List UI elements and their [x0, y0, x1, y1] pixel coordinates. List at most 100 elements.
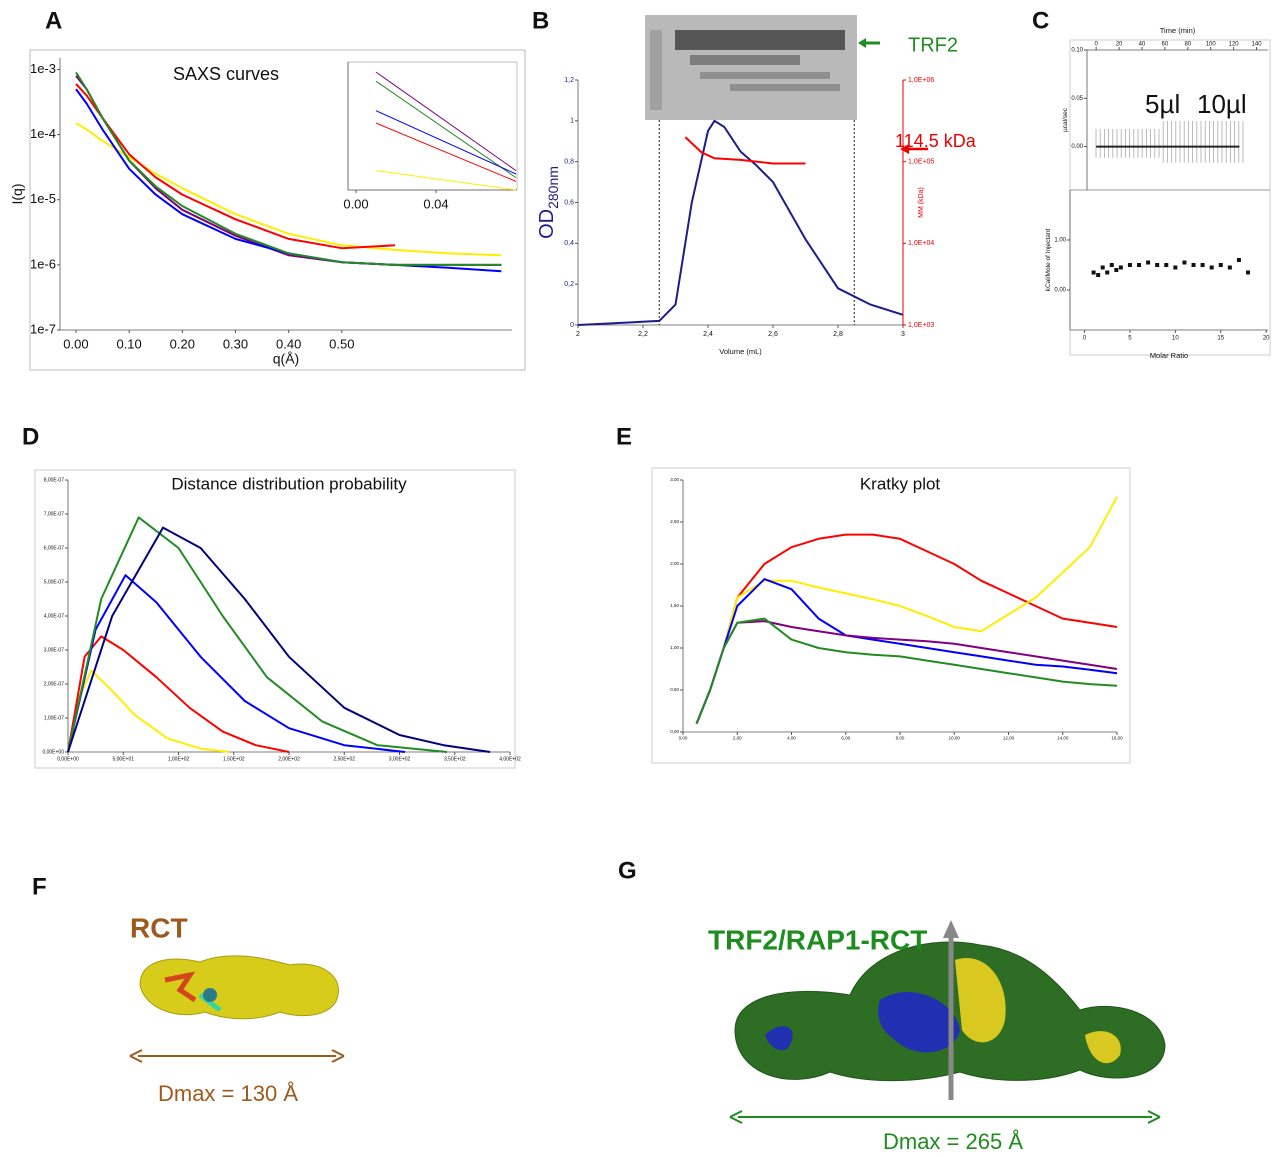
y-axis-label-text: µcal/sec	[1062, 107, 1069, 132]
line	[375, 110, 517, 175]
line	[695, 496, 1118, 724]
y-tick-label: 2,50	[670, 519, 679, 524]
panel-label: E	[616, 423, 632, 450]
chart-title: SAXS curves	[173, 64, 279, 84]
x-tick-label: 0.00	[63, 336, 88, 351]
y2-tick-label: 1,0E+05	[908, 159, 934, 166]
y-tick-label: 3,00	[670, 477, 679, 482]
y-tick-label: 1e-7	[30, 321, 56, 336]
dmax-label: Dmax = 130 Å	[158, 1081, 298, 1106]
point	[1200, 263, 1205, 267]
y-tick-label: 0.00	[1071, 144, 1083, 150]
line	[75, 71, 502, 266]
y-tick-label: 0,8	[564, 159, 574, 166]
axis-arrow-head	[943, 920, 959, 938]
line	[375, 71, 517, 172]
line	[695, 620, 1118, 724]
x-tick-label: 0.50	[329, 336, 354, 351]
line	[75, 83, 396, 250]
x-tick-label: 0.30	[223, 336, 248, 351]
x-tick-label: 4,00E+02	[499, 756, 521, 762]
point	[1105, 270, 1110, 275]
chart-title: Distance distribution probability	[171, 474, 407, 493]
y-axis-label-text: kCal/Mole of Injectant	[1045, 229, 1052, 292]
point	[1127, 263, 1132, 267]
x-tick-label: 120	[1229, 42, 1240, 48]
line	[695, 578, 1118, 724]
point	[1246, 270, 1251, 275]
panel-label: D	[22, 423, 39, 450]
x-tick-label: 10	[1172, 336, 1179, 342]
chart-title: Kratky plot	[860, 474, 941, 493]
panel-label: C	[1032, 7, 1049, 34]
band-arrow-head	[858, 38, 866, 48]
x-tick-label: 1,50E+02	[223, 756, 245, 762]
dmax-arrow-heads	[729, 1110, 1161, 1124]
y-tick-label: 2,00	[670, 561, 679, 566]
x-tick-label: 0,00	[679, 736, 688, 741]
panel-frame	[34, 469, 516, 769]
x-tick-label: 6,00	[841, 736, 850, 741]
mass-label: 114.5 kDa	[895, 131, 977, 151]
injection-spikes	[1095, 121, 1244, 163]
point	[1227, 265, 1232, 270]
y-tick-label: 1,00E-07	[44, 715, 65, 721]
line	[684, 136, 806, 165]
x-tick-label: 0.40	[276, 336, 301, 351]
y-tick-label: 8,00E-07	[44, 477, 65, 483]
y-tick-label: 4,00E-07	[44, 613, 65, 619]
y-tick-label: 0,6	[564, 199, 574, 206]
x-tick-label: 140	[1252, 42, 1263, 48]
y-tick-label: 1.00	[1054, 238, 1066, 244]
band-label: TRF2	[908, 34, 958, 56]
panel-frame	[651, 467, 1131, 764]
x-tick-label: 5,00E+01	[112, 756, 134, 762]
x-tick-label: 2,4	[703, 331, 713, 338]
y-tick-label: 0,00	[670, 729, 679, 734]
x-tick-label: 4,00	[787, 736, 796, 741]
line	[375, 170, 517, 191]
line	[695, 533, 1118, 724]
y-tick-label: 2,00E-07	[44, 681, 65, 687]
y-tick-label: 0,2	[564, 281, 574, 288]
model-label: TRF2/RAP1-RCT	[708, 924, 927, 955]
x-tick-label: 0	[1083, 336, 1087, 342]
point	[1155, 263, 1160, 267]
x-tick-label: 80	[1184, 42, 1191, 48]
y-tick-label: 1e-5	[30, 191, 56, 206]
gel-image	[645, 15, 857, 120]
x-tick-label: 20	[1263, 336, 1270, 342]
panel-label: B	[532, 7, 549, 34]
x-tick-label: 15	[1217, 336, 1224, 342]
line	[695, 617, 1118, 724]
y-axis-label-text: I(q)	[9, 184, 25, 205]
x-tick-label: 5	[1128, 336, 1132, 342]
x-axis-label: q(Å)	[273, 351, 299, 367]
y-axis-label: I(q)	[9, 184, 25, 205]
point	[1096, 273, 1101, 277]
y-axis-label-text: OD	[536, 209, 558, 239]
y-axis-label: kCal/Mole of Injectant	[1045, 229, 1052, 292]
line	[375, 122, 517, 182]
y-tick-label: 1e-4	[30, 126, 56, 141]
point	[1114, 268, 1119, 272]
point	[1236, 258, 1241, 262]
y-tick-label: 1,2	[564, 77, 574, 84]
point	[1182, 260, 1187, 265]
x-tick-label: 2,8	[833, 331, 843, 338]
y-axis-label: µcal/sec	[1062, 107, 1069, 132]
line	[67, 635, 290, 753]
x-tick-label: 0,00E+00	[57, 756, 79, 762]
y-tick-label: 0.10	[1071, 48, 1083, 54]
y-tick-label: 0.00	[1054, 288, 1066, 294]
y-tick-label: 0	[570, 322, 574, 329]
panel-label: F	[32, 873, 47, 900]
y-tick-label: 0,50	[670, 687, 679, 692]
x-tick-label: 0.10	[116, 336, 141, 351]
line	[67, 526, 491, 753]
point	[1118, 265, 1123, 270]
x-tick-label: 3,50E+02	[444, 756, 466, 762]
mass-arrow-head	[900, 144, 909, 154]
panel-frame	[29, 49, 526, 371]
